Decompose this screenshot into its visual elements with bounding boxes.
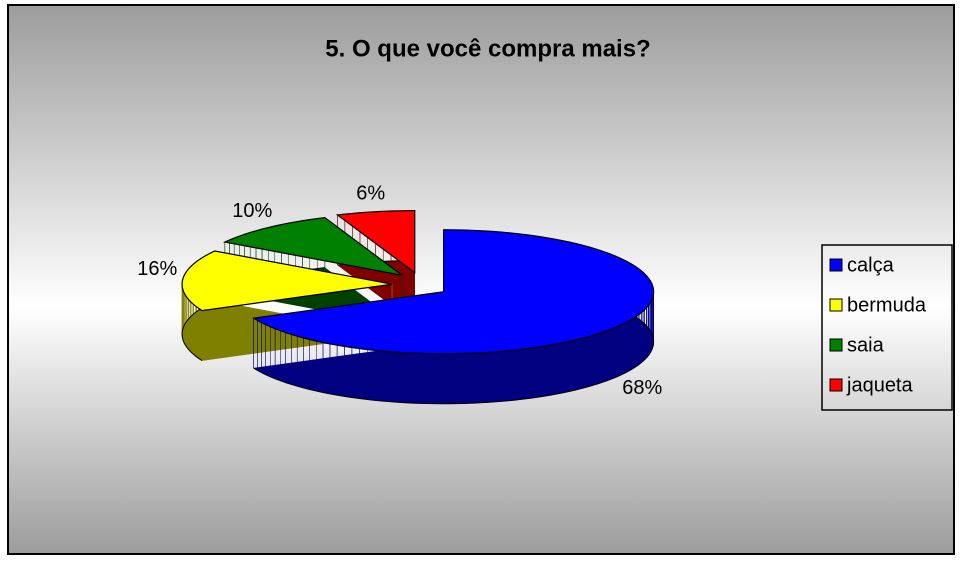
legend-label: calça — [847, 254, 895, 276]
legend-swatch — [829, 378, 843, 392]
legend-label: bermuda — [847, 294, 927, 316]
slice — [222, 217, 403, 276]
legend-label: saia — [847, 334, 885, 356]
pie: 6% 10% 16% 68% — [137, 183, 662, 405]
data-label: 16% — [137, 258, 177, 280]
legend-swatch — [829, 338, 843, 352]
data-label: 68% — [622, 377, 662, 399]
legend-label: jaqueta — [846, 374, 913, 396]
slice — [335, 210, 416, 274]
data-label: 10% — [232, 200, 272, 222]
slice — [181, 250, 393, 312]
legend — [821, 244, 953, 411]
chart-title: 5. O que você compra mais? — [325, 35, 650, 62]
legend-swatch — [829, 298, 843, 312]
slice-side-edge — [181, 300, 215, 362]
legend-entries: calça bermuda saia jaqueta — [829, 254, 927, 396]
legend-swatch — [829, 258, 843, 272]
data-label: 6% — [356, 183, 385, 205]
slice — [251, 229, 655, 355]
